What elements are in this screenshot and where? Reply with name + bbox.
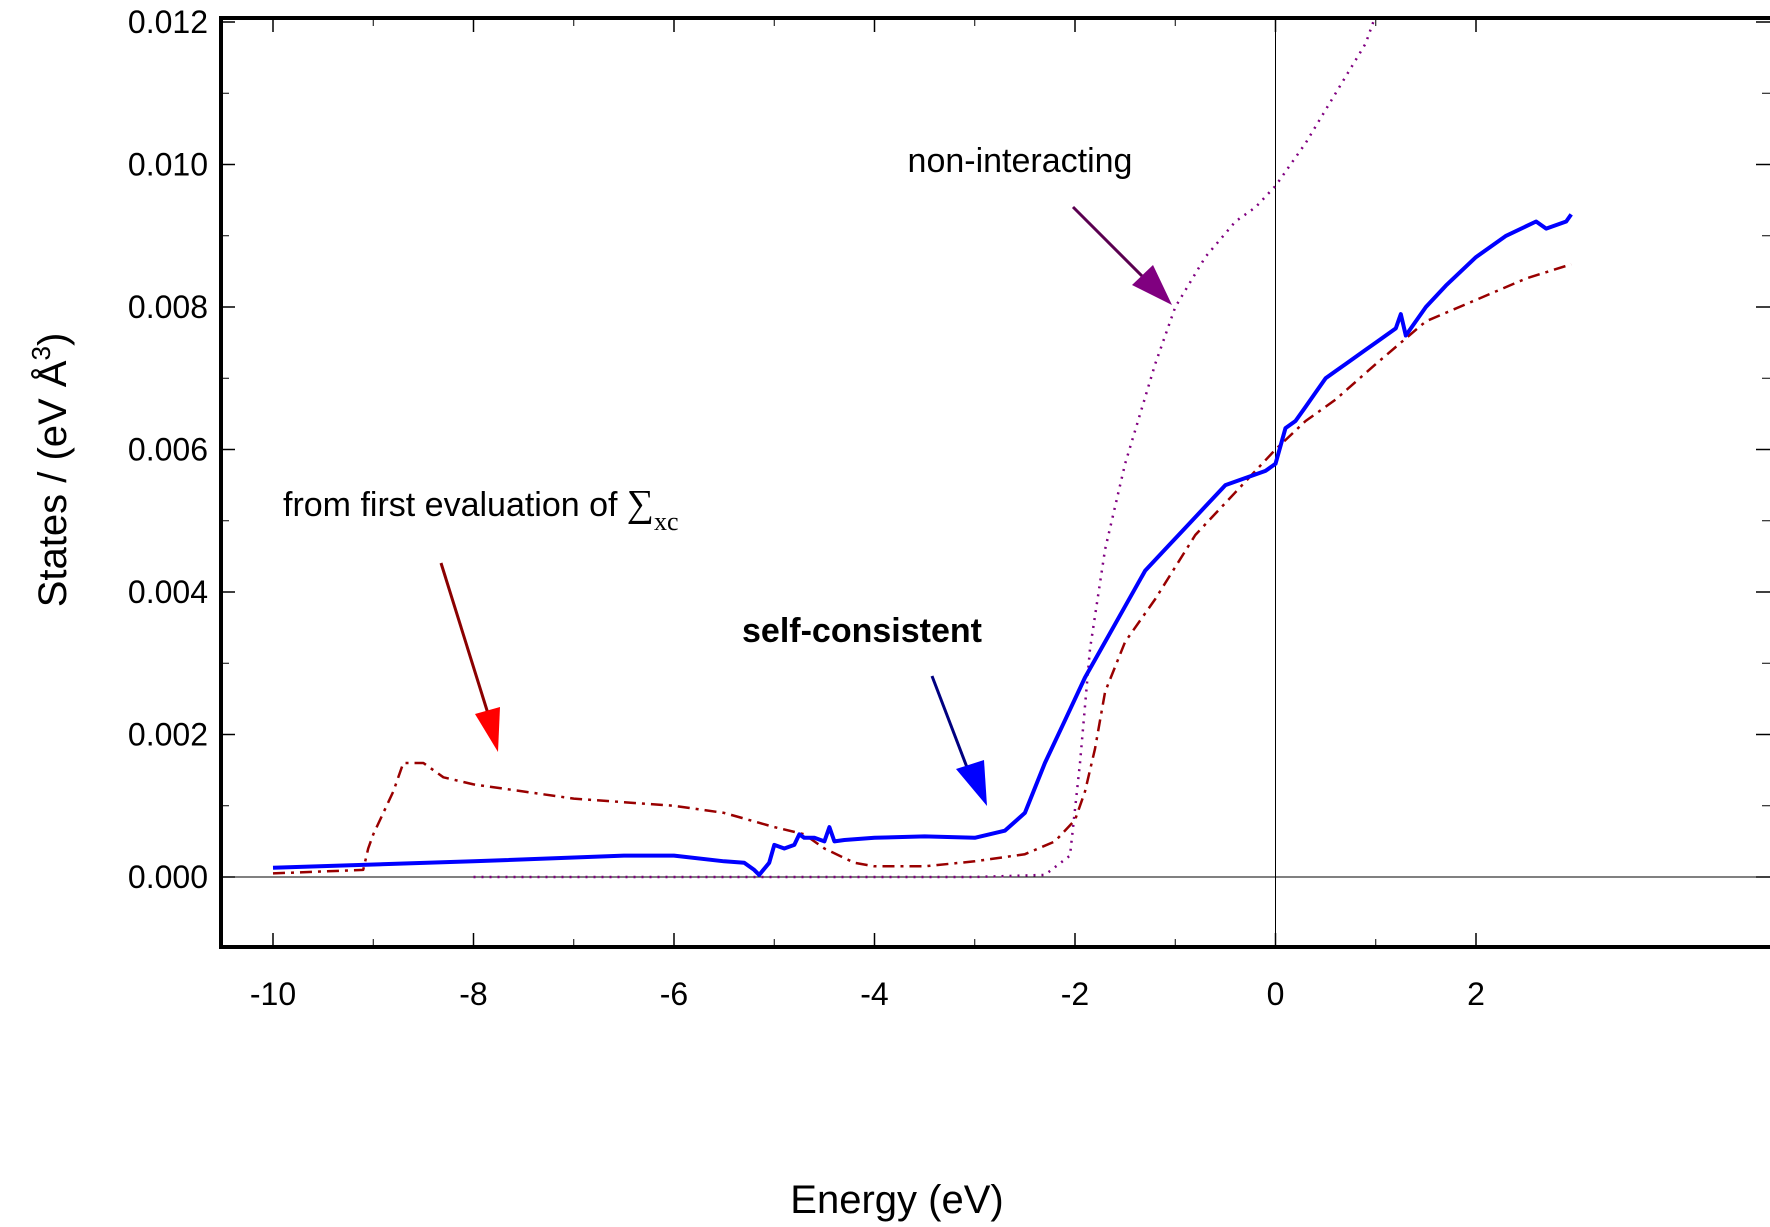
series-group bbox=[272, 18, 1573, 879]
x-tick-label: -6 bbox=[660, 976, 688, 1012]
y-axis-ticks bbox=[221, 21, 1770, 949]
y-axis-title-main: States / (eV bbox=[31, 387, 75, 607]
plot-frame bbox=[219, 16, 1770, 949]
x-axis-ticks bbox=[272, 18, 1477, 947]
x-tick-labels: -10 -8 -6 -4 -2 0 2 bbox=[250, 976, 1485, 1012]
x-tick-label: -2 bbox=[1061, 976, 1089, 1012]
arrow-first-evaluation-head bbox=[475, 707, 500, 752]
sigma-symbol: ∑ bbox=[627, 483, 654, 525]
y-tick-label: 0.012 bbox=[128, 4, 208, 40]
y-axis-title-unit: Å bbox=[30, 360, 75, 387]
y-tick-label: 0.006 bbox=[128, 432, 208, 468]
y-axis-title-exponent: 3 bbox=[26, 346, 56, 360]
x-tick-label: 2 bbox=[1467, 976, 1485, 1012]
y-tick-label: 0.002 bbox=[128, 717, 208, 753]
arrow-self-consistent-head bbox=[956, 760, 987, 806]
annotation-non-interacting: non-interacting bbox=[908, 142, 1133, 180]
arrow-non-interacting-shaft bbox=[1071, 205, 1150, 284]
x-tick-label: -4 bbox=[860, 976, 888, 1012]
arrow-first-evaluation-shaft bbox=[439, 562, 492, 721]
y-tick-label: 0.010 bbox=[128, 147, 208, 183]
series-self-consistent-line bbox=[272, 213, 1573, 877]
arrow-non-interacting-head bbox=[1132, 265, 1172, 305]
x-tick-label: 0 bbox=[1267, 976, 1285, 1012]
x-axis-title: Energy (eV) bbox=[790, 1178, 1003, 1222]
series-first-evaluation-line bbox=[272, 263, 1572, 875]
annotation-first-evaluation: from first evaluation of ∑xc bbox=[283, 483, 679, 536]
y-tick-labels: 0.000 0.002 0.004 0.006 0.008 0.010 0.012 bbox=[128, 4, 208, 895]
y-tick-label: 0.004 bbox=[128, 574, 208, 610]
arrow-self-consistent-shaft bbox=[930, 675, 970, 771]
annotation-self-consistent: self-consistent bbox=[742, 612, 982, 650]
x-tick-label: -8 bbox=[459, 976, 487, 1012]
x-tick-label: -10 bbox=[250, 976, 296, 1012]
y-axis-title: States / (eV Å3) bbox=[26, 333, 75, 608]
y-tick-label: 0.008 bbox=[128, 289, 208, 325]
annotation-first-evaluation-text: from first evaluation of bbox=[283, 486, 627, 524]
sigma-subscript: xc bbox=[654, 507, 679, 536]
y-tick-label: 0.000 bbox=[128, 859, 208, 895]
y-axis-title-close: ) bbox=[31, 333, 75, 346]
